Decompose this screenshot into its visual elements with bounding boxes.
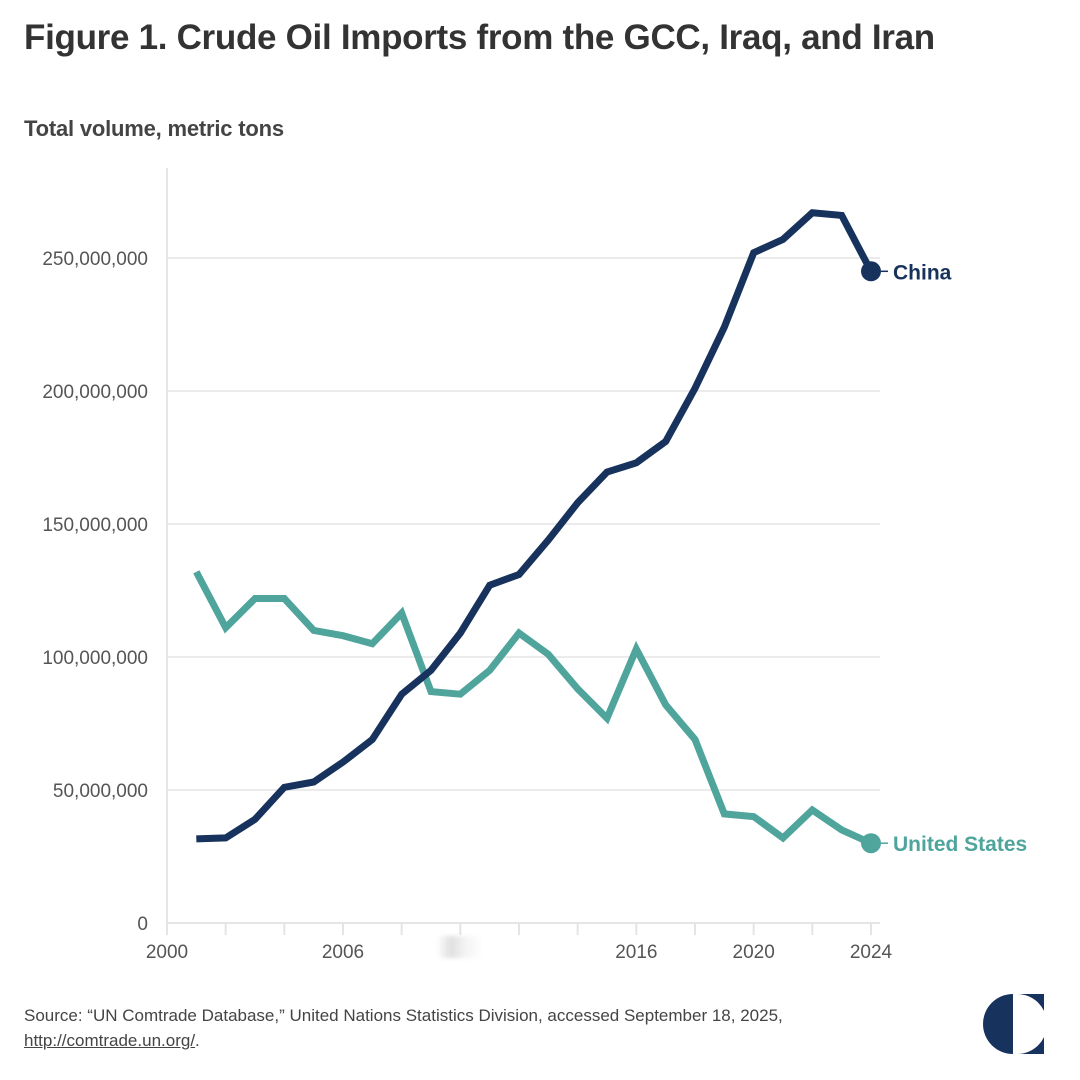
y-tick-label: 100,000,000 [42,648,148,669]
series-line-united-states [193,570,873,847]
x-tick-label: 2020 [733,942,775,963]
x-axis: 2000 2006 2016 2020 2024 [146,923,893,963]
chart-title: Figure 1. Crude Oil Imports from the GCC… [24,18,935,57]
endpoint-marker-united-states [861,833,881,854]
series-lines [193,209,881,854]
series-label-china: China [893,261,952,284]
x-tick-label: 2016 [615,942,657,963]
x-tick-label: 2024 [850,942,893,963]
half-circle-logo-icon [983,994,1044,1054]
gridlines [167,257,880,791]
series-labels: United States China [881,261,1027,856]
y-tick-label: 150,000,000 [42,515,148,536]
chart-subtitle: Total volume, metric tons [24,116,284,141]
y-tick-label: 250,000,000 [42,249,148,270]
line-chart: 2000 2006 2016 2020 2024 0 50,000,000 100,000,… [42,168,1027,963]
series-label-united-states: United States [893,833,1027,856]
x-tick-label: 2006 [322,942,364,963]
endpoint-marker-china [861,261,881,282]
source-end: . [195,1031,200,1050]
obscured-tick-label [437,936,483,958]
y-tick-label: 0 [137,914,148,935]
series-line-china [196,209,875,843]
x-tick-label: 2000 [146,942,188,963]
y-axis: 0 50,000,000 100,000,000 150,000,000 200,000… [42,249,148,935]
source-note: Source: “UN Comtrade Database,” United N… [24,1003,904,1053]
y-tick-label: 50,000,000 [53,781,148,802]
source-link[interactable]: http://comtrade.un.org/ [24,1031,196,1050]
y-tick-label: 200,000,000 [42,382,148,403]
source-text: Source: “UN Comtrade Database,” United N… [24,1006,783,1025]
